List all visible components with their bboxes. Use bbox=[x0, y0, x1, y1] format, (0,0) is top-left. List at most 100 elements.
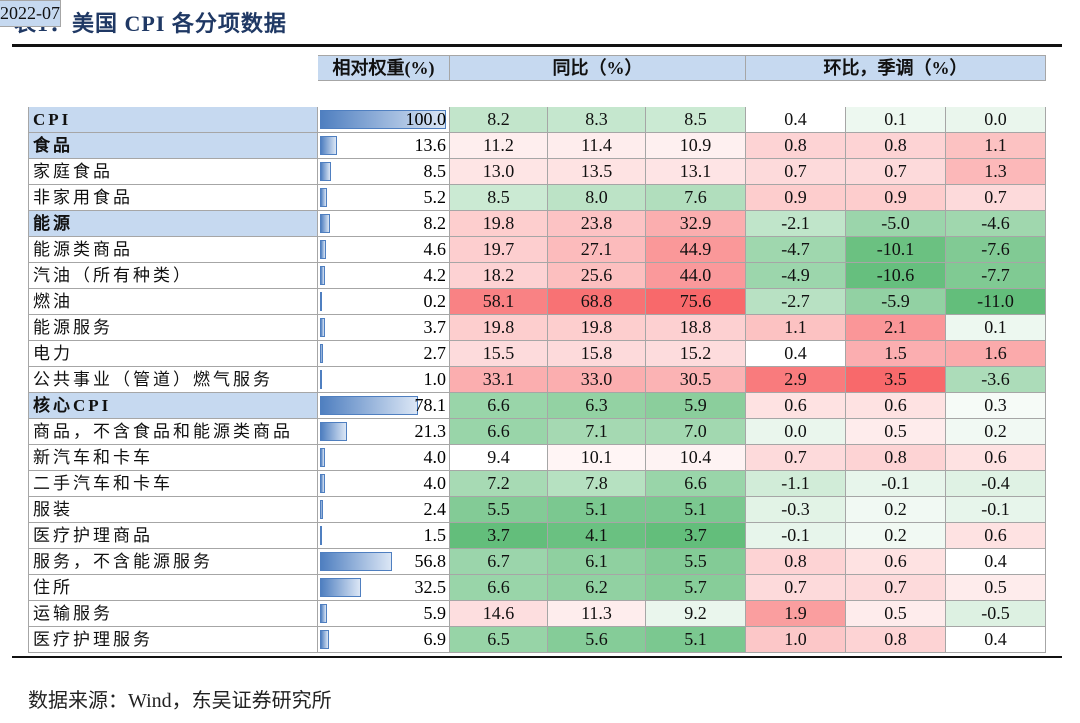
row-name: 医疗护理商品 bbox=[28, 523, 318, 549]
weight-cell bbox=[318, 445, 450, 471]
mom-cell: -10.6 bbox=[846, 263, 946, 289]
weight-bar bbox=[320, 370, 322, 389]
yoy-cell: 25.6 bbox=[548, 263, 646, 289]
yoy-cell: 9.2 bbox=[646, 601, 746, 627]
mom-cell: -4.9 bbox=[746, 263, 846, 289]
row-name: 家庭食品 bbox=[28, 159, 318, 185]
mom-cell: 1.5 bbox=[846, 341, 946, 367]
mom-cell: -2.7 bbox=[746, 289, 846, 315]
weight-cell bbox=[318, 263, 450, 289]
yoy-cell: 3.7 bbox=[646, 523, 746, 549]
yoy-cell: 5.1 bbox=[646, 497, 746, 523]
weight-value: 6.9 bbox=[423, 629, 447, 649]
weight-cell bbox=[318, 341, 450, 367]
yoy-cell: 11.2 bbox=[450, 133, 548, 159]
mom-cell: 0.6 bbox=[846, 393, 946, 419]
row-name: 二手汽车和卡车 bbox=[28, 471, 318, 497]
yoy-cell: 44.9 bbox=[646, 237, 746, 263]
yoy-cell: 8.0 bbox=[548, 185, 646, 211]
weight-value: 1.5 bbox=[423, 525, 447, 545]
yoy-cell: 6.1 bbox=[548, 549, 646, 575]
weight-cell bbox=[318, 159, 450, 185]
yoy-cell: 68.8 bbox=[548, 289, 646, 315]
weight-bar bbox=[320, 630, 329, 649]
row-name: 住所 bbox=[28, 575, 318, 601]
weight-value: 5.2 bbox=[423, 187, 447, 207]
mom-cell: -5.9 bbox=[846, 289, 946, 315]
mom-cell: 0.7 bbox=[946, 185, 1046, 211]
yoy-cell: 5.9 bbox=[646, 393, 746, 419]
weight-bar bbox=[320, 214, 331, 233]
mom-cell: 0.7 bbox=[746, 159, 846, 185]
row-name: 商品，不含食品和能源类商品 bbox=[28, 419, 318, 445]
weight-bar bbox=[320, 136, 338, 155]
mom-cell: -0.1 bbox=[746, 523, 846, 549]
weight-bar bbox=[320, 500, 324, 519]
weight-cell bbox=[318, 497, 450, 523]
mom-cell: 0.2 bbox=[846, 523, 946, 549]
yoy-cell: 9.4 bbox=[450, 445, 548, 471]
yoy-cell: 5.1 bbox=[646, 627, 746, 653]
mom-cell: 1.6 bbox=[946, 341, 1046, 367]
mom-cell: -0.1 bbox=[946, 497, 1046, 523]
month-header: 2022-07 bbox=[0, 0, 61, 27]
yoy-cell: 13.5 bbox=[548, 159, 646, 185]
source: 数据来源：Wind，东吴证券研究所 bbox=[28, 690, 332, 712]
weight-header: 相对权重(%) bbox=[318, 55, 450, 81]
yoy-cell: 6.6 bbox=[450, 419, 548, 445]
yoy-cell: 15.2 bbox=[646, 341, 746, 367]
weight-value: 0.2 bbox=[423, 291, 447, 311]
weight-cell bbox=[318, 367, 450, 393]
yoy-cell: 10.4 bbox=[646, 445, 746, 471]
yoy-cell: 19.8 bbox=[548, 315, 646, 341]
weight-cell bbox=[318, 549, 450, 575]
weight-value: 4.6 bbox=[423, 239, 447, 259]
yoy-cell: 14.6 bbox=[450, 601, 548, 627]
mom-cell: 1.1 bbox=[946, 133, 1046, 159]
weight-value: 4.2 bbox=[423, 265, 447, 285]
row-name: 运输服务 bbox=[28, 601, 318, 627]
weight-bar bbox=[320, 578, 361, 597]
yoy-cell: 6.6 bbox=[450, 393, 548, 419]
mom-cell: -0.4 bbox=[946, 471, 1046, 497]
row-name: 能源 bbox=[28, 211, 318, 237]
mom-cell: 0.4 bbox=[946, 549, 1046, 575]
yoy-cell: 15.8 bbox=[548, 341, 646, 367]
mom-cell: 0.6 bbox=[946, 445, 1046, 471]
mom-cell: 1.9 bbox=[746, 601, 846, 627]
mom-cell: 0.0 bbox=[746, 419, 846, 445]
yoy-cell: 30.5 bbox=[646, 367, 746, 393]
weight-bar bbox=[320, 526, 322, 545]
yoy-cell: 7.2 bbox=[450, 471, 548, 497]
mom-cell: 0.8 bbox=[846, 445, 946, 471]
yoy-cell: 6.2 bbox=[548, 575, 646, 601]
mom-cell: 0.2 bbox=[846, 497, 946, 523]
weight-bar bbox=[320, 318, 325, 337]
yoy-cell: 5.5 bbox=[646, 549, 746, 575]
weight-value: 1.0 bbox=[423, 369, 447, 389]
row-name: 电力 bbox=[28, 341, 318, 367]
yoy-cell: 75.6 bbox=[646, 289, 746, 315]
row-name: 能源服务 bbox=[28, 315, 318, 341]
yoy-cell: 8.5 bbox=[450, 185, 548, 211]
row-name: 燃油 bbox=[28, 289, 318, 315]
weight-value: 8.5 bbox=[423, 161, 447, 181]
weight-value: 56.8 bbox=[414, 551, 447, 571]
weight-cell bbox=[318, 627, 450, 653]
weight-value: 100.0 bbox=[405, 109, 447, 129]
weight-bar bbox=[320, 110, 446, 129]
weight-bar bbox=[320, 448, 326, 467]
weight-bar bbox=[320, 188, 327, 207]
yoy-cell: 10.1 bbox=[548, 445, 646, 471]
mom-cell: 1.0 bbox=[746, 627, 846, 653]
weight-bar bbox=[320, 396, 419, 415]
mom-cell: 0.5 bbox=[846, 419, 946, 445]
mom-cell: -2.1 bbox=[746, 211, 846, 237]
yoy-cell: 19.8 bbox=[450, 211, 548, 237]
weight-bar bbox=[320, 162, 331, 181]
row-name: 核心CPI bbox=[28, 393, 318, 419]
mom-cell: -0.3 bbox=[746, 497, 846, 523]
yoy-cell: 4.1 bbox=[548, 523, 646, 549]
weight-value: 4.0 bbox=[423, 447, 447, 467]
mom-cell: 0.5 bbox=[846, 601, 946, 627]
